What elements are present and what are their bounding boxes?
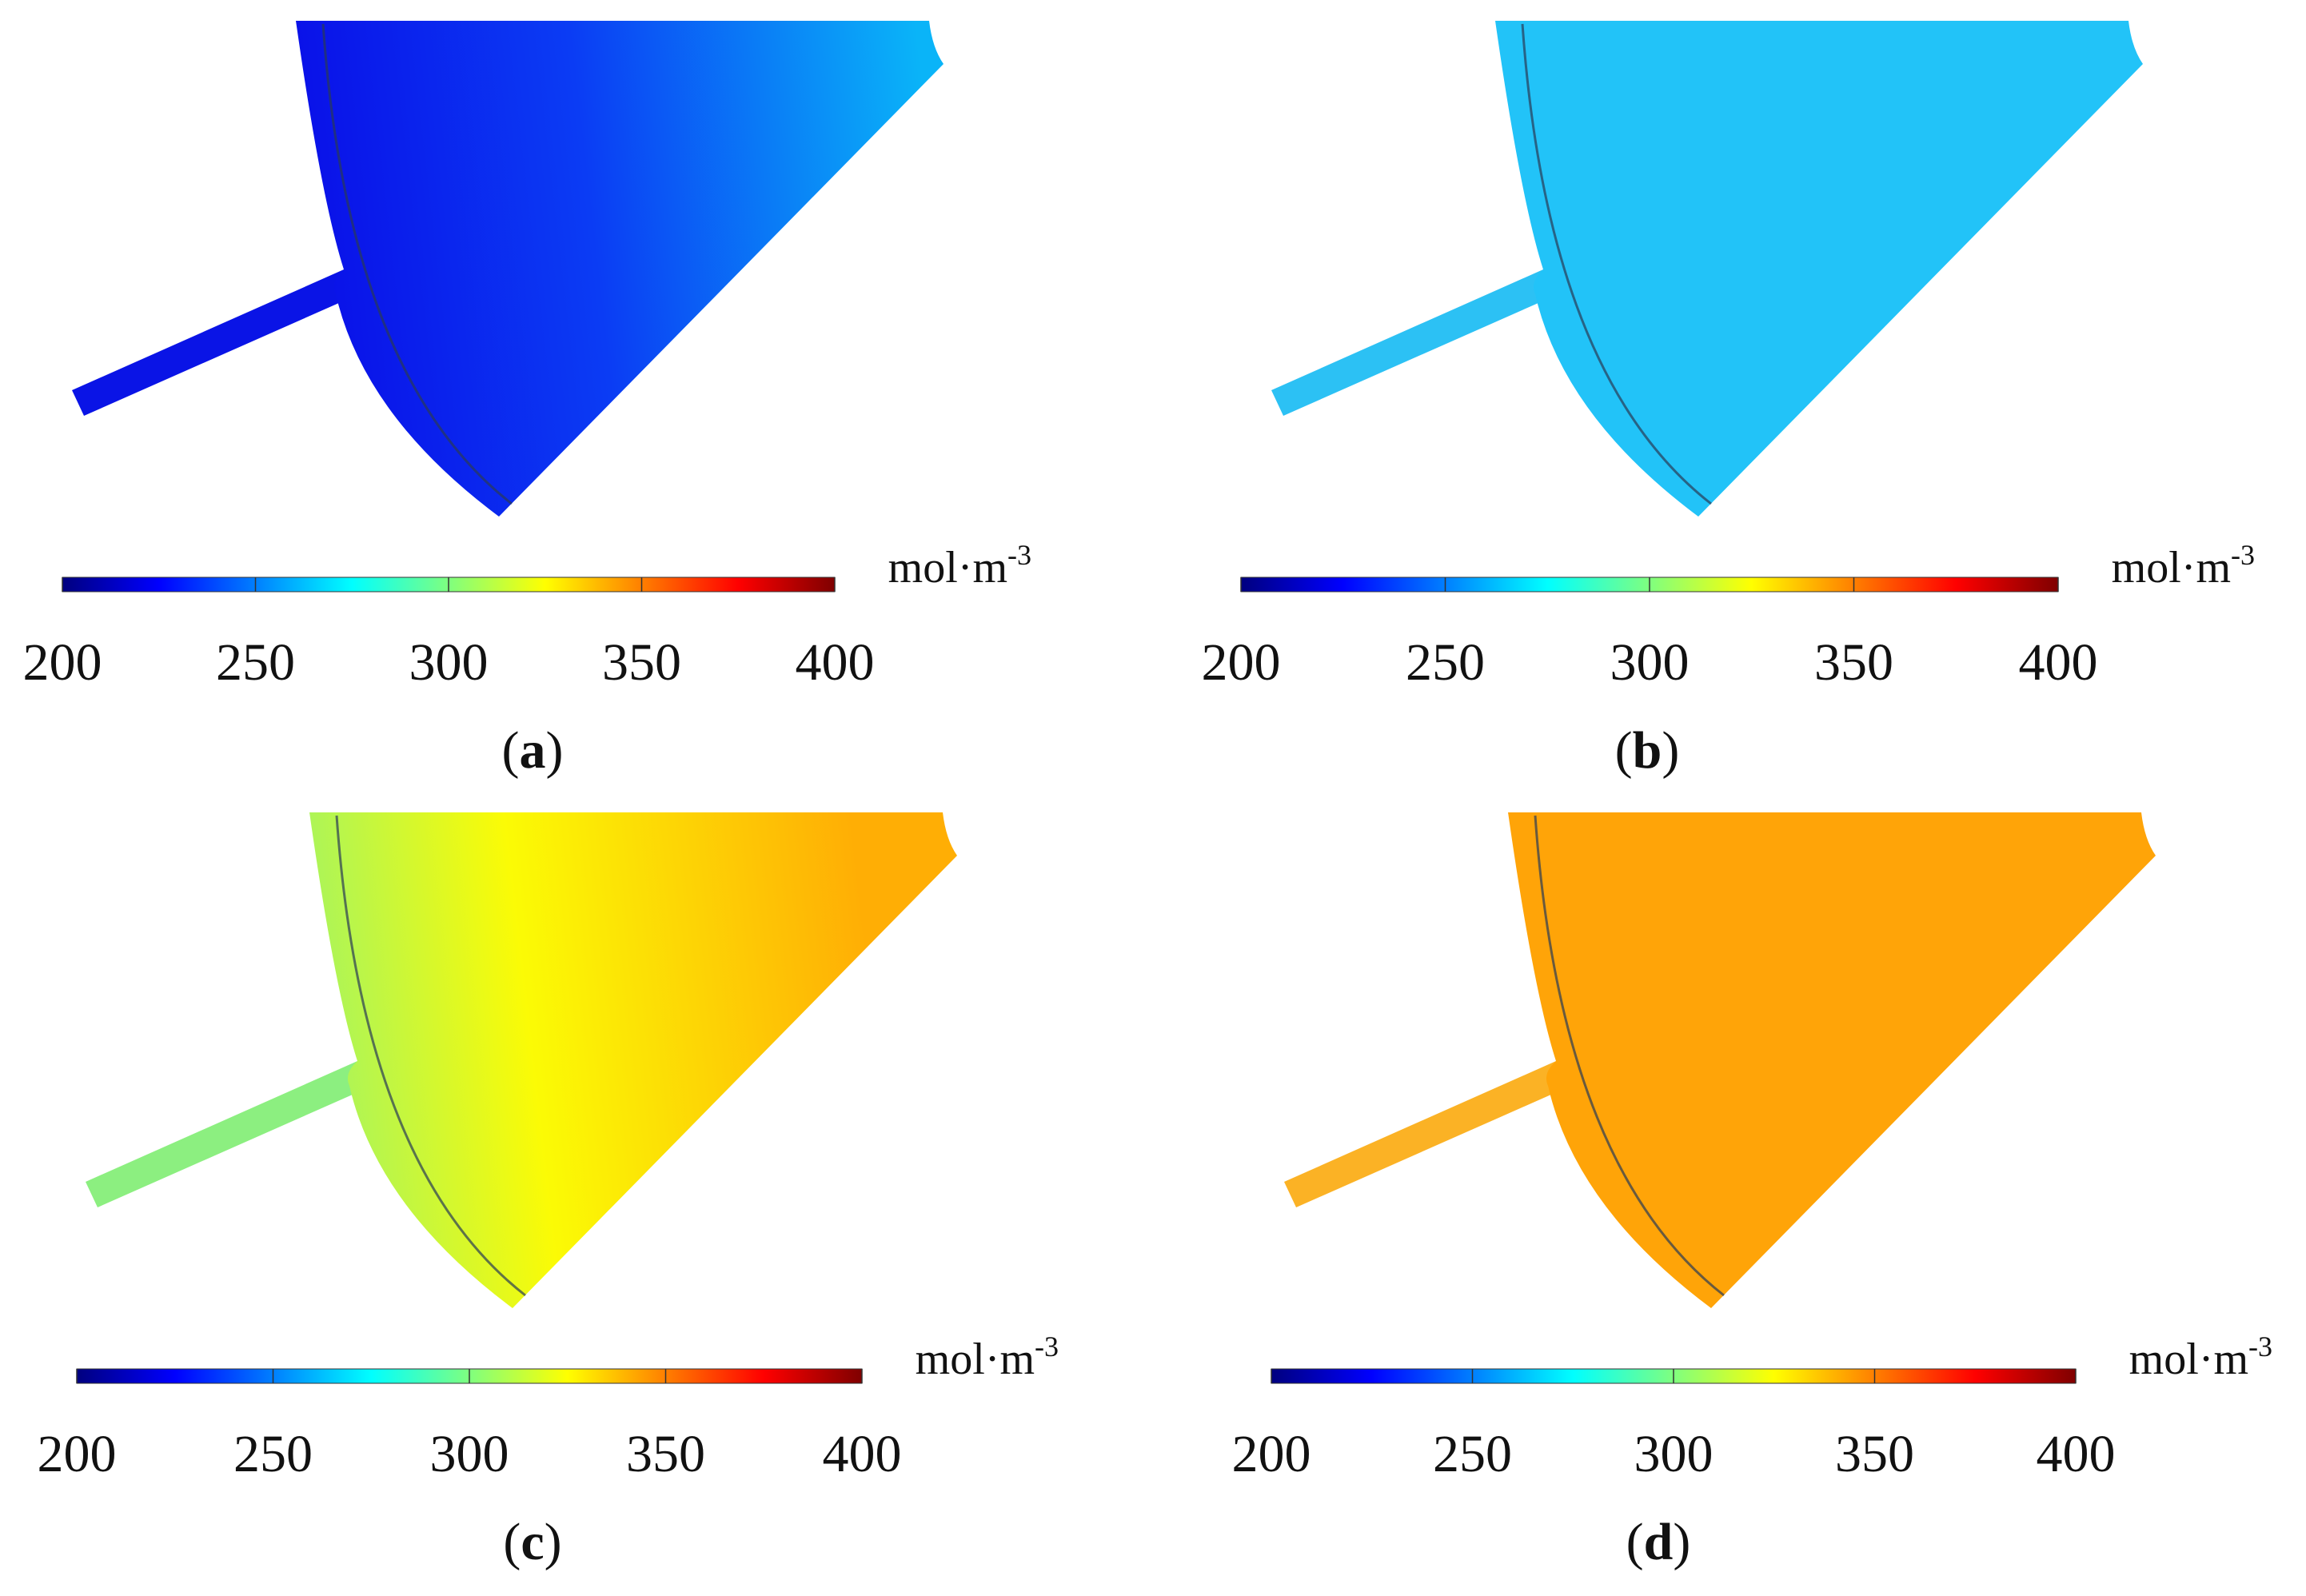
inlet-channel [1284,1061,1556,1207]
colorbar-tick-label: 350 [1814,633,1893,692]
panel-caption: (a) [502,721,564,780]
colorbar-tick-label: 400 [2037,1425,2116,1483]
concentration-field [1284,812,2156,1308]
colorbar: 200 250 300 350 400 mol·m-3 [38,1331,1059,1483]
colorbar-tick-label: 300 [1610,633,1690,692]
colorbar-tick-label: 400 [796,633,875,692]
colorbar-tick-label: 350 [1835,1425,1914,1483]
colorbar-tick-label: 200 [23,633,102,692]
colorbar: 200 250 300 350 400 mol·m-3 [1202,539,2256,692]
colorbar-tick-label: 250 [1406,633,1485,692]
concentration-field [86,812,957,1308]
colorbar-tick-label: 350 [626,1425,705,1483]
colorbar-tick-label: 200 [1202,633,1281,692]
panel-b: 200 250 300 350 400 mol·m-3 (b) [1202,21,2256,780]
colorbar-tick-label: 400 [823,1425,902,1483]
colorbar-tick-label: 300 [409,633,489,692]
panel-caption: (c) [503,1513,561,1571]
colorbar-tick-label: 300 [1634,1425,1714,1483]
inlet-channel [1271,269,1543,416]
concentration-field [72,21,944,517]
colorbar-tick-label: 400 [2019,633,2098,692]
sector-domain [1495,21,2143,517]
panel-caption: (d) [1626,1513,1691,1571]
inlet-channel [72,269,344,416]
colorbar-unit: mol·m-3 [2129,1331,2272,1384]
colorbar-tick-label: 350 [602,633,681,692]
inlet-channel [86,1061,357,1207]
colorbar-unit: mol·m-3 [888,539,1031,593]
colorbar-tick-label: 250 [216,633,295,692]
sector-domain [309,812,957,1308]
colorbar-tick-label: 250 [1433,1425,1512,1483]
concentration-field [1271,21,2143,517]
colorbar-tick-label: 300 [430,1425,509,1483]
panel-c: 200 250 300 350 400 mol·m-3 (c) [38,812,1059,1571]
panel-caption: (b) [1615,721,1680,780]
figure: 200 250 300 350 400mol·m-3(a)200 250 300 350 400… [0,0,2306,1596]
colorbar-tick-label: 200 [1232,1425,1311,1483]
sector-domain [296,21,944,517]
sector-domain [1508,812,2156,1308]
colorbar-unit: mol·m-3 [2112,539,2255,593]
colorbar-tick-label: 250 [233,1425,313,1483]
colorbar-tick-label: 200 [38,1425,117,1483]
colorbar-unit: mol·m-3 [916,1331,1059,1384]
